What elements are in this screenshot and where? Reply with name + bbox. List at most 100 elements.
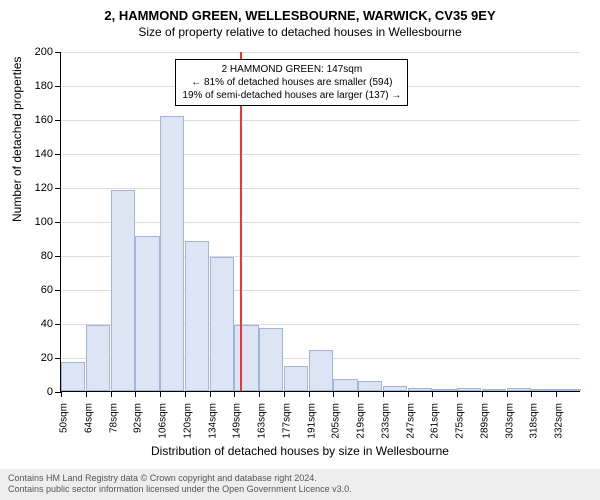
x-tick	[61, 391, 62, 397]
x-tick	[358, 391, 359, 397]
x-tick	[383, 391, 384, 397]
histogram-bar	[86, 325, 110, 391]
x-tick-label: 134sqm	[207, 403, 218, 439]
y-tick-label: 40	[25, 318, 53, 330]
histogram-bar	[259, 328, 283, 391]
footer-line-1: Contains HM Land Registry data © Crown c…	[8, 473, 592, 485]
x-tick-label: 332sqm	[554, 403, 565, 439]
x-tick-label: 149sqm	[232, 403, 243, 439]
annotation-line-2: ← 81% of detached houses are smaller (59…	[182, 76, 401, 89]
histogram-bar	[284, 366, 308, 392]
x-tick	[185, 391, 186, 397]
x-tick	[507, 391, 508, 397]
x-tick	[86, 391, 87, 397]
histogram-bar	[531, 389, 555, 391]
y-tick	[55, 52, 61, 53]
histogram-bar	[358, 381, 382, 391]
x-tick-label: 275sqm	[455, 403, 466, 439]
x-tick	[556, 391, 557, 397]
x-tick-label: 163sqm	[257, 403, 268, 439]
gridline-h	[61, 188, 580, 189]
x-tick-label: 233sqm	[380, 403, 391, 439]
gridline-h	[61, 52, 580, 53]
x-tick-label: 50sqm	[59, 403, 70, 433]
x-tick-label: 289sqm	[479, 403, 490, 439]
y-tick-label: 200	[25, 46, 53, 58]
y-tick-label: 120	[25, 182, 53, 194]
y-tick-label: 80	[25, 250, 53, 262]
x-tick	[111, 391, 112, 397]
y-tick	[55, 358, 61, 359]
histogram-bar	[210, 257, 234, 391]
x-tick-label: 205sqm	[331, 403, 342, 439]
y-tick-label: 20	[25, 352, 53, 364]
chart-title-main: 2, HAMMOND GREEN, WELLESBOURNE, WARWICK,…	[0, 0, 600, 23]
x-tick-label: 261sqm	[430, 403, 441, 439]
x-tick-label: 247sqm	[405, 403, 416, 439]
histogram-bar	[457, 388, 481, 391]
x-tick-label: 191sqm	[306, 403, 317, 439]
x-tick	[259, 391, 260, 397]
chart-title-sub: Size of property relative to detached ho…	[0, 23, 600, 39]
histogram-bar	[61, 362, 85, 391]
gridline-h	[61, 120, 580, 121]
y-tick-label: 180	[25, 80, 53, 92]
x-tick-label: 177sqm	[281, 403, 292, 439]
histogram-bar	[111, 190, 135, 391]
x-tick	[160, 391, 161, 397]
x-tick	[408, 391, 409, 397]
histogram-bar	[556, 389, 580, 391]
histogram-bar	[408, 388, 432, 391]
x-tick	[531, 391, 532, 397]
x-tick-label: 78sqm	[108, 403, 119, 433]
plot-area: 02040608010012014016018020050sqm64sqm78s…	[60, 52, 580, 392]
x-tick-label: 219sqm	[356, 403, 367, 439]
annotation-box: 2 HAMMOND GREEN: 147sqm← 81% of detached…	[175, 59, 408, 106]
histogram-bar	[507, 388, 531, 391]
x-tick	[309, 391, 310, 397]
gridline-h	[61, 222, 580, 223]
histogram-bar	[309, 350, 333, 391]
y-tick-label: 160	[25, 114, 53, 126]
y-tick	[55, 120, 61, 121]
y-tick-label: 60	[25, 284, 53, 296]
y-tick-label: 0	[25, 386, 53, 398]
y-tick	[55, 154, 61, 155]
gridline-h	[61, 154, 580, 155]
y-tick-label: 100	[25, 216, 53, 228]
attribution-footer: Contains HM Land Registry data © Crown c…	[0, 469, 600, 500]
footer-line-2: Contains public sector information licen…	[8, 484, 592, 496]
x-tick	[234, 391, 235, 397]
x-tick	[135, 391, 136, 397]
y-tick	[55, 86, 61, 87]
x-tick-label: 92sqm	[133, 403, 144, 433]
x-tick	[457, 391, 458, 397]
x-tick-label: 106sqm	[158, 403, 169, 439]
y-axis-label: Number of detached properties	[10, 57, 24, 222]
histogram-bar	[383, 386, 407, 391]
histogram-bar	[432, 389, 456, 391]
annotation-line-1: 2 HAMMOND GREEN: 147sqm	[182, 63, 401, 76]
histogram-bar	[160, 116, 184, 391]
x-tick	[482, 391, 483, 397]
y-tick	[55, 324, 61, 325]
histogram-bar	[234, 325, 258, 391]
x-tick-label: 120sqm	[182, 403, 193, 439]
x-axis-label: Distribution of detached houses by size …	[0, 444, 600, 458]
x-tick-label: 318sqm	[529, 403, 540, 439]
histogram-bar	[333, 379, 357, 391]
y-tick	[55, 290, 61, 291]
x-tick-label: 303sqm	[504, 403, 515, 439]
histogram-bar	[135, 236, 159, 391]
x-tick	[284, 391, 285, 397]
x-tick	[210, 391, 211, 397]
histogram-bar	[482, 389, 506, 391]
y-tick	[55, 188, 61, 189]
x-tick	[432, 391, 433, 397]
annotation-line-3: 19% of semi-detached houses are larger (…	[182, 89, 401, 102]
x-tick	[333, 391, 334, 397]
y-tick	[55, 256, 61, 257]
x-tick-label: 64sqm	[83, 403, 94, 433]
y-tick-label: 140	[25, 148, 53, 160]
chart-area: 02040608010012014016018020050sqm64sqm78s…	[60, 52, 580, 392]
